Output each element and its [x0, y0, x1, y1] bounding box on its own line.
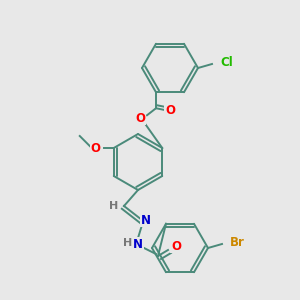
- Text: H: H: [123, 238, 133, 248]
- Text: N: N: [133, 238, 143, 250]
- Text: N: N: [141, 214, 151, 226]
- Text: H: H: [110, 201, 118, 211]
- Text: O: O: [165, 104, 175, 117]
- Text: O: O: [135, 112, 145, 125]
- Text: Cl: Cl: [220, 56, 233, 70]
- Text: O: O: [171, 239, 181, 253]
- Text: O: O: [91, 142, 101, 154]
- Text: Br: Br: [230, 236, 245, 250]
